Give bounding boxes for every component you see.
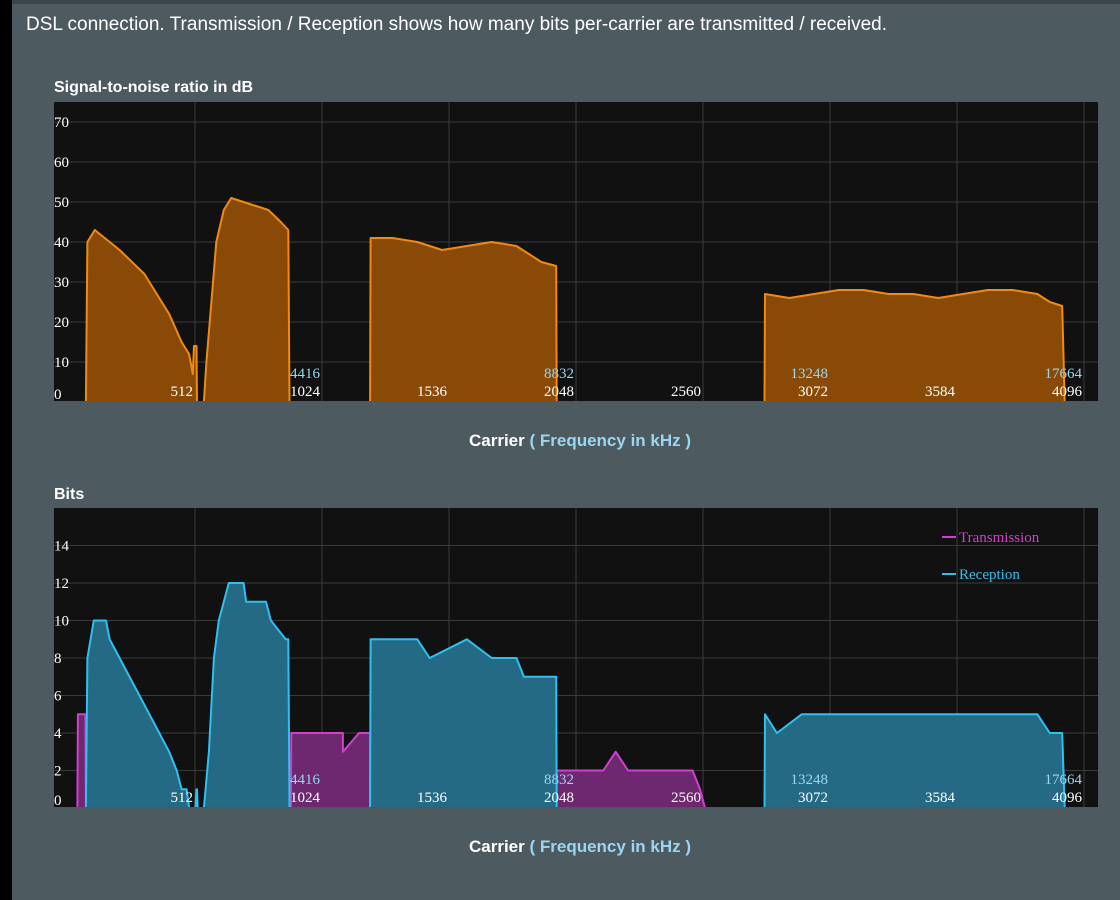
x-tick-label: 3072	[798, 790, 828, 806]
y-tick-label: 10	[54, 355, 69, 371]
transmission-area	[76, 713, 87, 808]
snr-area	[84, 229, 198, 402]
y-tick-label: 8	[54, 651, 62, 667]
bits-x-axis-caption: Carrier ( Frequency in kHz )	[0, 837, 1120, 857]
y-tick-label: 0	[54, 793, 62, 808]
y-tick-label: 10	[54, 614, 69, 630]
reception-area	[84, 619, 191, 808]
x-tick-label: 512	[171, 790, 194, 806]
frequency-tick-label: 4416	[290, 366, 321, 382]
x-tick-label: 2560	[671, 384, 701, 400]
frequency-tick-label: 17664	[1045, 772, 1083, 788]
window-top-strip	[12, 0, 1120, 4]
y-tick-label: 70	[54, 115, 69, 131]
frequency-tick-label: 4416	[290, 772, 321, 788]
x-tick-label: 3072	[798, 384, 828, 400]
frequency-tick-label: 17664	[1045, 366, 1083, 382]
y-tick-label: 6	[54, 689, 62, 705]
y-tick-label: 30	[54, 275, 69, 291]
transmission-area	[555, 750, 706, 808]
y-tick-label: 14	[54, 539, 70, 555]
x-tick-label: 2048	[544, 790, 574, 806]
x-tick-label: 4096	[1052, 384, 1083, 400]
legend-label: Transmission	[959, 530, 1040, 546]
reception-area	[194, 788, 199, 808]
frequency-tick-label: 8832	[544, 366, 574, 382]
x-tick-label: 3584	[925, 790, 956, 806]
x-tick-label: 2560	[671, 790, 701, 806]
reception-area	[369, 638, 558, 808]
x-tick-label: 1024	[290, 384, 321, 400]
frequency-tick-label: 13248	[791, 366, 829, 382]
intro-text: DSL connection. Transmission / Reception…	[26, 14, 887, 35]
x-axis-label-carrier: Carrier	[468, 837, 525, 856]
y-tick-label: 50	[54, 195, 69, 211]
bits-chart-title: Bits	[54, 486, 85, 503]
x-tick-label: 512	[171, 384, 194, 400]
x-axis-label-frequency: ( Frequency in kHz )	[529, 837, 692, 856]
y-tick-label: 40	[54, 235, 69, 251]
x-axis-label-frequency: ( Frequency in kHz )	[529, 431, 692, 450]
y-tick-label: 60	[54, 155, 69, 171]
x-tick-label: 3584	[925, 384, 956, 400]
frequency-tick-label: 8832	[544, 772, 574, 788]
y-tick-label: 4	[54, 726, 62, 742]
x-axis-label-carrier: Carrier	[468, 431, 525, 450]
snr-chart: 0 10 20 30 40 50 60 70 512 1024 1536 2048 2560 3072 35…	[54, 102, 1098, 402]
snr-area	[202, 197, 291, 402]
x-tick-label: 1024	[290, 790, 321, 806]
y-tick-label: 2	[54, 764, 62, 780]
x-tick-label: 2048	[544, 384, 574, 400]
y-tick-label: 20	[54, 315, 69, 331]
snr-x-axis-caption: Carrier ( Frequency in kHz )	[0, 431, 1120, 451]
snr-area	[763, 289, 1066, 402]
y-tick-label: 0	[54, 387, 62, 402]
x-tick-label: 1536	[417, 384, 448, 400]
snr-area	[369, 237, 558, 402]
y-tick-label: 12	[54, 576, 69, 592]
window-edge	[0, 0, 12, 900]
bits-chart: 0 2 4 6 8 10 12 14 512 1024 1536 2048 2560 3072 3584 40…	[54, 508, 1098, 808]
snr-chart-title: Signal-to-noise ratio in dB	[54, 79, 254, 96]
legend-label: Reception	[959, 567, 1020, 583]
reception-area	[202, 582, 291, 808]
x-tick-label: 1536	[417, 790, 448, 806]
reception-area	[763, 713, 1066, 808]
x-tick-label: 4096	[1052, 790, 1083, 806]
frequency-tick-label: 13248	[791, 772, 829, 788]
